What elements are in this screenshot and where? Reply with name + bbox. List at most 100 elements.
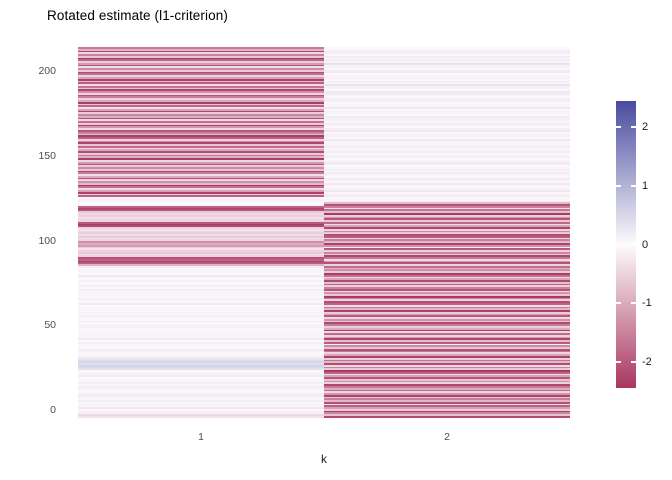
heatmap-cell (324, 281, 570, 284)
heatmap-cell (324, 384, 570, 386)
heatmap-cell (78, 262, 324, 265)
heatmap-cell (324, 262, 570, 265)
heatmap-cell (324, 216, 570, 219)
legend-tick (631, 243, 636, 246)
heatmap-cell (324, 387, 570, 390)
heatmap-cell (78, 345, 324, 348)
heatmap-cell (78, 315, 324, 318)
legend-tick (616, 243, 621, 246)
heatmap-cell (78, 281, 324, 284)
heatmap-cell (324, 276, 570, 279)
heatmap-cell (324, 110, 570, 113)
heatmap-cell (324, 163, 570, 166)
heatmap-cell (324, 297, 570, 300)
heatmap-cell (78, 278, 324, 281)
heatmap-cell (324, 242, 570, 245)
heatmap-cell (78, 156, 324, 159)
heatmap-cell (78, 377, 324, 379)
heatmap-cell (324, 177, 570, 180)
heatmap-cell (324, 355, 570, 358)
heatmap-cell (324, 108, 570, 111)
heatmap-cell (78, 94, 324, 97)
heatmap-cell (324, 237, 570, 240)
heatmap-cell (324, 340, 570, 342)
heatmap-cell (78, 331, 324, 334)
heatmap-cell (324, 416, 570, 418)
heatmap-cell (324, 345, 570, 348)
heatmap-cell (78, 350, 324, 353)
heatmap-cell (324, 77, 570, 79)
heatmap-cell (78, 137, 324, 139)
heatmap-cell (324, 303, 570, 305)
heatmap-cell (78, 207, 324, 210)
heatmap-cell (78, 62, 324, 65)
heatmap-cell (324, 75, 570, 78)
heatmap-cell (324, 294, 570, 296)
heatmap-cell (78, 396, 324, 399)
heatmap-cell (324, 331, 570, 334)
heatmap-cell (324, 382, 570, 385)
heatmap-cell (78, 119, 324, 122)
heatmap-cell (324, 121, 570, 123)
heatmap-cell (78, 152, 324, 155)
heatmap-cell (78, 375, 324, 378)
heatmap-cell (78, 82, 324, 85)
heatmap-cell (324, 193, 570, 196)
heatmap-cell (78, 292, 324, 295)
heatmap-cell (78, 258, 324, 261)
heatmap-cell (78, 172, 324, 175)
heatmap-cell (78, 145, 324, 148)
heatmap-cell (324, 348, 570, 351)
heatmap-cell (324, 198, 570, 201)
heatmap-cell (78, 295, 324, 298)
heatmap-cell (78, 363, 324, 365)
heatmap-cell (324, 394, 570, 397)
heatmap-cell (78, 73, 324, 76)
heatmap-cell (78, 197, 324, 199)
heatmap-cell (78, 64, 324, 67)
heatmap-cell (324, 195, 570, 198)
heatmap-cell (324, 299, 570, 302)
heatmap-cell (78, 133, 324, 136)
heatmap-cell (324, 59, 570, 62)
heatmap-cell (324, 115, 570, 118)
heatmap-cell (324, 147, 570, 150)
heatmap-cell (324, 274, 570, 277)
heatmap-cell (78, 87, 324, 90)
heatmap-cell (78, 121, 324, 123)
y-axis: 0 50 100 150 200 (0, 0, 58, 480)
heatmap-cell (78, 334, 324, 337)
heatmap-cell (78, 264, 324, 266)
heatmap-cell (324, 179, 570, 182)
legend-tick-label: 2 (642, 121, 649, 134)
heatmap-cell (324, 285, 570, 288)
heatmap-cell (78, 112, 324, 115)
heatmap-cell (78, 230, 324, 233)
heatmap-cell (78, 327, 324, 330)
heatmap-cell (78, 91, 324, 93)
y-tick-label: 150 (38, 149, 56, 162)
heatmap-cell (324, 264, 570, 266)
heatmap-cell (78, 92, 324, 95)
heatmap-cell (78, 211, 324, 213)
heatmap-cell (324, 126, 570, 129)
heatmap-cell (324, 329, 570, 332)
heatmap-cell (324, 278, 570, 281)
heatmap-cell (324, 149, 570, 152)
heatmap-cell (324, 168, 570, 171)
heatmap-cell (324, 366, 570, 369)
heatmap-cell (78, 220, 324, 222)
heatmap-column-2 (324, 47, 570, 418)
heatmap-cell (324, 250, 570, 252)
heatmap-cell (324, 410, 570, 413)
heatmap-cell (78, 115, 324, 118)
heatmap-cell (78, 108, 324, 111)
heatmap-cell (324, 69, 570, 72)
heatmap-cell (78, 129, 324, 132)
heatmap-cell (78, 221, 324, 224)
heatmap-cell (324, 165, 570, 168)
heatmap-cell (324, 251, 570, 254)
heatmap-cell (78, 225, 324, 228)
heatmap-cell (78, 57, 324, 60)
heatmap-cell (78, 241, 324, 243)
